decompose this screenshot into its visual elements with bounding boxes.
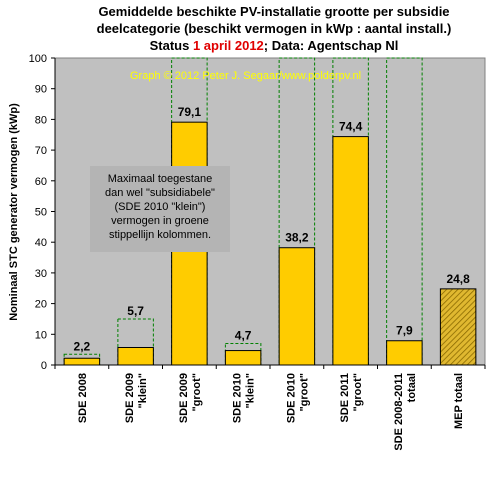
- max-allowed-outline: [117, 318, 154, 366]
- y-tick-label: 20: [35, 299, 47, 311]
- annotation-line: stippellijn kolommen.: [109, 229, 211, 241]
- bar: [224, 350, 262, 366]
- title-status-prefix: Status: [150, 38, 193, 53]
- x-category-line: "groot": [191, 373, 203, 412]
- bar-value-label: 79,1: [178, 105, 202, 119]
- bar: [63, 357, 101, 366]
- bar: [386, 340, 423, 366]
- x-category-line: SDE 2009: [178, 373, 190, 423]
- annotation-box-bg: [90, 166, 230, 252]
- chart-title-line-3: Status 1 april 2012; Data: Agentschap Nl: [150, 38, 399, 53]
- x-category-label: SDE 2010 "groot": [285, 373, 310, 423]
- annotation-text: Maximaal toegestane dan wel "subsidiabele…: [105, 173, 215, 241]
- y-tick-label: 40: [35, 237, 47, 249]
- bar-value-labels: 2,2 5,7 79,1 4,7 38,2 74,4 7,9 24,8: [74, 105, 471, 353]
- x-category-label: SDE 2008-2011 totaal: [393, 373, 418, 451]
- bar-value-label: 74,4: [339, 120, 363, 134]
- x-axis-categories: SDE 2008 SDE 2009 "klein" SDE 2009 "groot" SD…: [77, 373, 465, 451]
- x-category-line: "groot": [298, 373, 310, 412]
- bar: [439, 288, 477, 366]
- x-category-label: SDE 2008: [77, 373, 89, 423]
- bar: [278, 247, 316, 366]
- y-tick-label: 50: [35, 207, 47, 219]
- bar: [332, 136, 369, 366]
- x-category-label: SDE 2011 "groot": [339, 373, 364, 423]
- bar-value-label: 7,9: [396, 324, 413, 338]
- y-axis-label: Nominaal STC generator vermogen (kWp): [8, 103, 20, 321]
- x-category-line: SDE 2008-2011: [393, 373, 405, 451]
- y-tick-label: 30: [35, 268, 47, 280]
- x-category-line: SDE 2009: [124, 373, 136, 423]
- annotation-line: Maximaal toegestane: [108, 173, 213, 185]
- x-category-line: "klein": [245, 373, 257, 409]
- y-tick-label: 60: [35, 176, 47, 188]
- x-category-line: totaal: [406, 373, 418, 402]
- y-axis-ticks: 0 10 20 30 40 50 60 70 80 90 100: [29, 53, 486, 372]
- x-category-line: SDE 2008: [77, 373, 89, 423]
- x-category-label: SDE 2009 "groot": [178, 373, 203, 423]
- x-category-line: SDE 2011: [339, 373, 351, 423]
- bar-value-label: 24,8: [446, 272, 470, 286]
- x-category-line: SDE 2010: [232, 373, 244, 423]
- bar-value-label: 2,2: [74, 339, 91, 353]
- bar-value-label: 5,7: [127, 304, 144, 318]
- annotation-line: (SDE 2010 "klein"): [115, 201, 206, 213]
- y-tick-label: 90: [35, 84, 47, 96]
- bar: [117, 347, 154, 366]
- y-tick-label: 0: [41, 360, 47, 372]
- x-category-line: MEP totaal: [453, 373, 465, 429]
- title-status-date: 1 april 2012: [193, 38, 264, 53]
- y-tick-label: 10: [35, 329, 47, 341]
- x-category-label: MEP totaal: [453, 373, 465, 429]
- annotation-line: vermogen in groene: [111, 215, 209, 227]
- x-category-label: SDE 2010 "klein": [232, 373, 257, 423]
- y-tick-label: 100: [29, 53, 47, 65]
- chart-title-line-1: Gemiddelde beschikte PV-installatie groo…: [98, 4, 449, 19]
- x-category-line: SDE 2010: [285, 373, 297, 423]
- title-status-suffix: ; Data: Agentschap Nl: [264, 38, 399, 53]
- chart-watermark: Graph © 2012 Peter J. Segaar/www.polderp…: [130, 70, 361, 82]
- x-category-line: "groot": [352, 373, 364, 412]
- bar-value-label: 4,7: [235, 329, 252, 343]
- bars: [63, 121, 477, 366]
- chart-title-line-2: deelcategorie (beschikt vermogen in kWp …: [97, 21, 452, 36]
- y-tick-label: 80: [35, 114, 47, 126]
- bar-value-label: 38,2: [285, 231, 309, 245]
- annotation-line: dan wel "subsidiabele": [105, 187, 215, 199]
- x-category-label: SDE 2009 "klein": [124, 373, 149, 423]
- annotation-box: Maximaal toegestane dan wel "subsidiabele…: [90, 166, 230, 252]
- x-category-line: "klein": [137, 373, 149, 409]
- y-tick-label: 70: [35, 145, 47, 157]
